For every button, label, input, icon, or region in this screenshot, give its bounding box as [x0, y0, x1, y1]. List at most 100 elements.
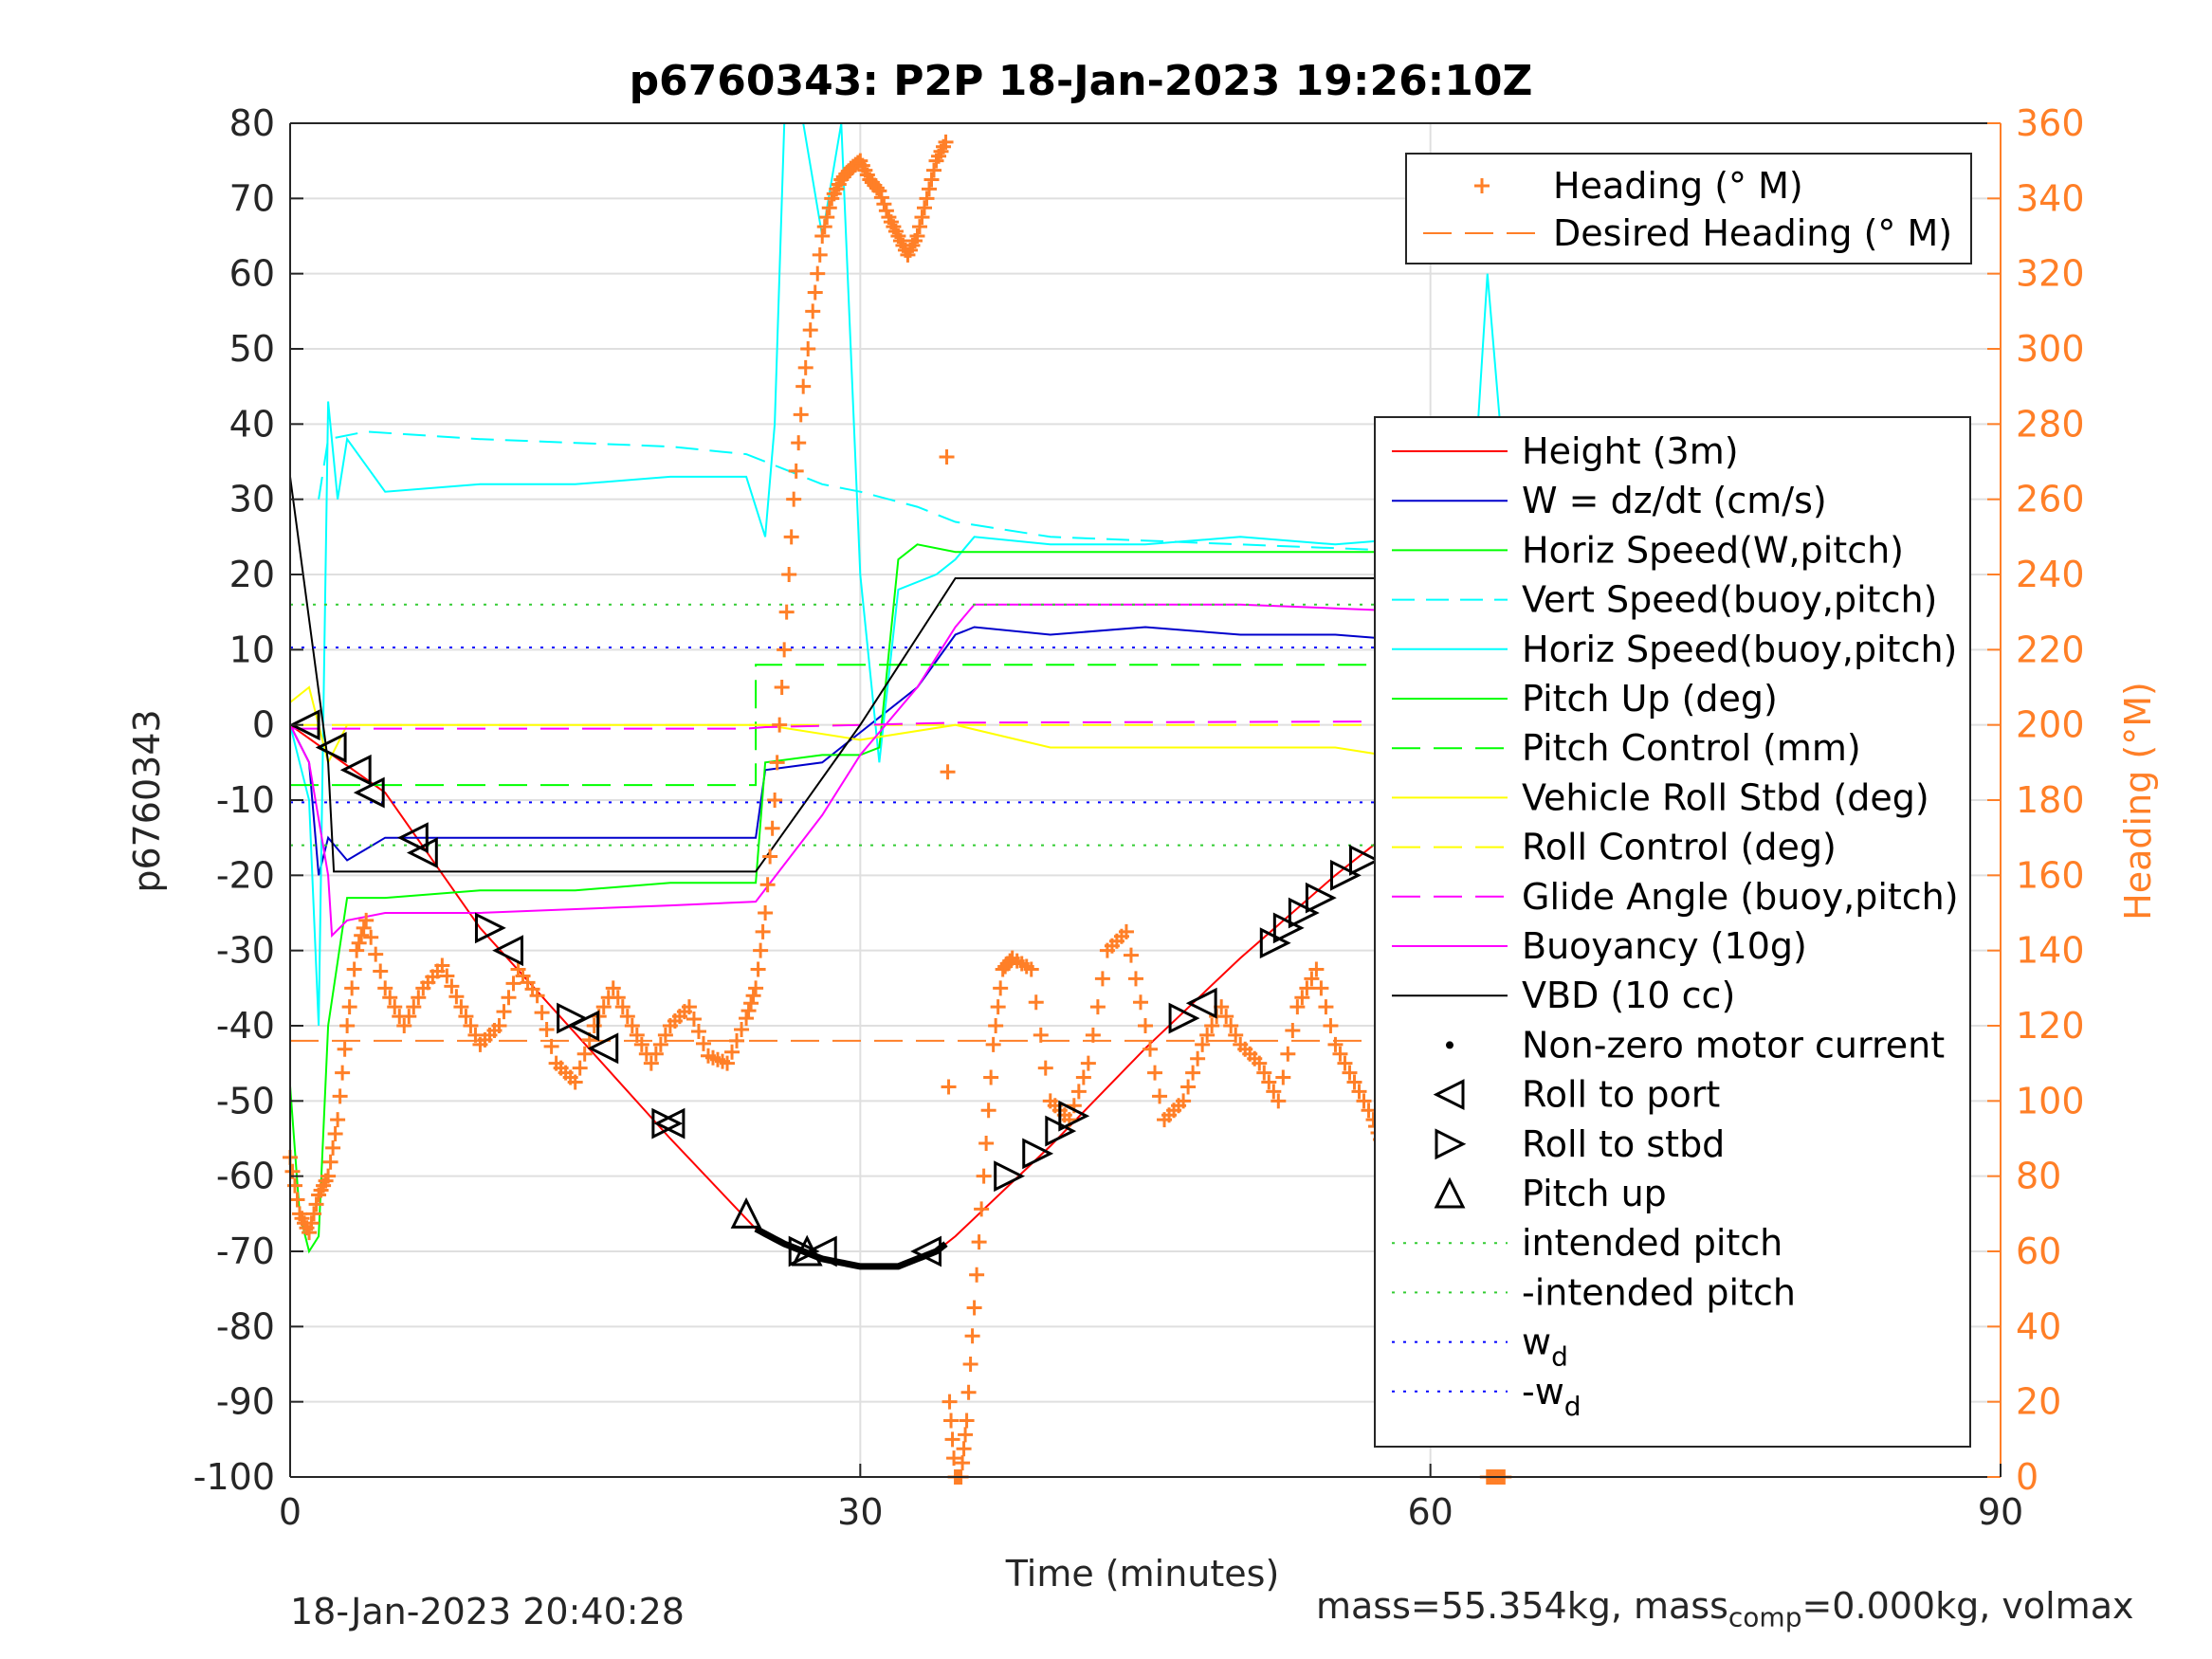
y2-tick-label: 200: [2016, 704, 2085, 746]
heading-point: [491, 1018, 507, 1033]
legend-label: VBD (10 cc): [1522, 975, 1735, 1016]
heading-point: [346, 961, 362, 977]
y-tick-label: -10: [216, 779, 275, 821]
heading-point: [1118, 923, 1134, 939]
y2-tick-label: 220: [2016, 629, 2085, 670]
y2-tick-label: 160: [2016, 854, 2085, 896]
y-tick-label: -80: [216, 1305, 275, 1347]
heading-point: [914, 210, 930, 226]
roll-to-stbd-marker: [994, 1160, 1026, 1193]
heading-point: [923, 172, 940, 188]
heading-point: [1308, 961, 1325, 977]
heading-point: [871, 183, 887, 199]
heading-point: [810, 265, 826, 282]
roll-to-stbd-marker: [474, 912, 506, 944]
heading-point: [734, 1021, 750, 1037]
heading-point: [926, 162, 942, 178]
heading-point: [802, 322, 818, 338]
legend-heading-label: Desired Heading (° M): [1553, 212, 1952, 254]
heading-point: [1190, 1050, 1206, 1066]
y2-tick-label: 100: [2016, 1080, 2085, 1121]
heading-point: [648, 1046, 664, 1062]
x-tick-label: 30: [837, 1491, 883, 1533]
heading-point: [764, 820, 780, 836]
legend-sample: [1434, 1176, 1466, 1209]
legend-sample: [1446, 1041, 1453, 1049]
roll-to-port-marker: [805, 1235, 837, 1267]
y2-tick-label: 80: [2016, 1156, 2061, 1197]
series-vert-speed-buoy-pitch: [318, 430, 1507, 561]
heading-point: [351, 935, 367, 951]
legend-label: Pitch up: [1522, 1173, 1667, 1214]
series-pitch-control-mm: [290, 664, 1507, 787]
heading-point: [330, 1112, 346, 1128]
y2-tick-label: 120: [2016, 1005, 2085, 1047]
heading-point: [976, 1168, 992, 1184]
y-tick-label: -100: [193, 1456, 275, 1498]
heading-point: [946, 1450, 962, 1467]
heading-point: [1195, 1036, 1211, 1052]
heading-point: [1185, 1065, 1201, 1081]
heading-point: [812, 246, 828, 263]
heading-point: [793, 407, 809, 423]
heading-point: [327, 1126, 343, 1142]
heading-point: [1275, 1069, 1291, 1085]
x-axis-label: Time (minutes): [1005, 1553, 1280, 1595]
heading-point: [1199, 1027, 1216, 1043]
heading-point: [458, 1009, 474, 1025]
y-tick-label: -30: [216, 930, 275, 972]
heading-point: [781, 567, 797, 582]
heading-point: [807, 284, 823, 301]
heading-point: [1123, 947, 1139, 963]
heading-point: [306, 1206, 322, 1222]
heading-point: [1327, 1036, 1344, 1052]
legend-label: Buoyancy (10g): [1522, 925, 1807, 967]
legend-label: Horiz Speed(buoy,pitch): [1522, 629, 1957, 670]
heading-point: [377, 980, 393, 996]
heading-point: [444, 978, 460, 994]
y-tick-label: 10: [229, 629, 275, 670]
heading-point: [943, 1413, 960, 1429]
heading-point: [358, 912, 375, 928]
heading-point: [791, 435, 807, 451]
heading-point: [955, 1455, 971, 1471]
y-tick-label: 80: [229, 102, 275, 144]
heading-point: [1361, 1103, 1377, 1119]
series-pitch-up-deg: [289, 536, 1507, 1254]
heading-point: [344, 980, 360, 996]
heading-point: [978, 1135, 995, 1151]
heading-point: [302, 1225, 318, 1241]
axes: -100-90-80-70-60-50-40-30-20-10010203040…: [193, 102, 2085, 1533]
heading-point: [406, 999, 422, 1015]
heading-point: [1346, 1074, 1362, 1090]
y-tick-label: 50: [229, 328, 275, 370]
heading-point: [337, 1041, 353, 1057]
roll-to-port-marker: [315, 732, 347, 763]
heading-point: [797, 359, 814, 375]
legend-main-box: [1374, 416, 1971, 1448]
x-tick-label: 60: [1407, 1491, 1453, 1533]
heading-point: [341, 999, 357, 1015]
y-tick-label: 40: [229, 403, 275, 445]
legend-heading-label: Heading (° M): [1553, 165, 1803, 207]
heading-point: [695, 1035, 711, 1051]
legend-label: -intended pitch: [1522, 1271, 1796, 1313]
heading-point: [396, 1018, 412, 1033]
y-tick-label: -40: [216, 1005, 275, 1047]
legend-label: Glide Angle (buoy,pitch): [1522, 876, 1959, 918]
y-tick-label: -90: [216, 1381, 275, 1423]
legend-main: Height (3m) W = dz/dt (cm/s) Horiz Speed(W…: [1374, 416, 1971, 1448]
heading-point: [496, 1004, 512, 1020]
heading-point: [788, 463, 804, 479]
heading-point: [1132, 994, 1148, 1011]
heading-point: [739, 1011, 755, 1027]
heading-point: [1289, 999, 1306, 1015]
heading-point: [1204, 1018, 1220, 1033]
pitch-up-marker: [730, 1196, 762, 1229]
heading-point: [657, 1027, 673, 1043]
heading-point: [1294, 990, 1310, 1006]
heading-point: [783, 529, 799, 545]
heading-point: [969, 1267, 985, 1283]
y2-tick-label: 40: [2016, 1305, 2061, 1347]
y-tick-label: 30: [229, 479, 275, 520]
